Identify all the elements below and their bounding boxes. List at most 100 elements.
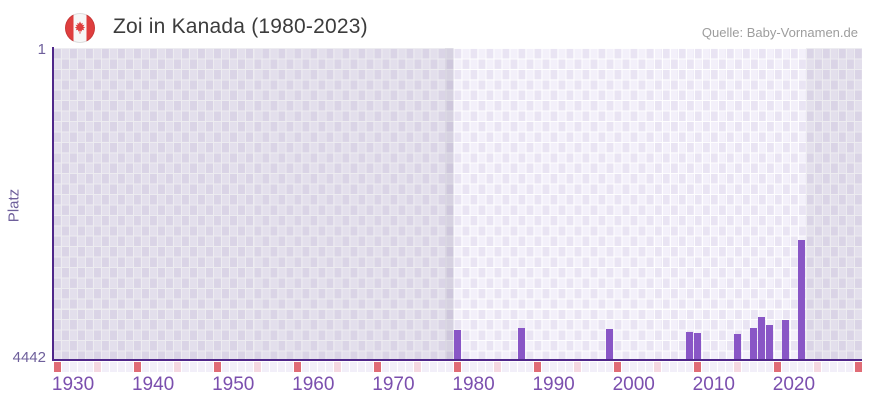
marker-cell: [85, 362, 93, 372]
marker-cell: [117, 362, 125, 372]
marker-cell: [437, 362, 445, 372]
no-rank-marker-faint-2013: [734, 362, 742, 372]
x-tick-label-1970: 1970: [372, 374, 415, 395]
no-rank-marker-faint-1943: [173, 362, 181, 372]
bar-2015[interactable]: [750, 328, 758, 361]
marker-cell: [389, 362, 397, 372]
marker-cell: [245, 362, 253, 372]
marker-cell: [325, 362, 333, 372]
marker-cell: [429, 362, 437, 372]
marker-cell: [526, 362, 534, 372]
marker-cell: [157, 362, 165, 372]
bar-1986[interactable]: [518, 328, 526, 361]
bar-2007[interactable]: [686, 331, 694, 361]
no-rank-marker-strong-2008: [694, 362, 702, 372]
marker-cell: [750, 362, 758, 372]
marker-cell: [421, 362, 429, 372]
no-rank-marker-strong-1978: [454, 362, 461, 372]
marker-cell: [237, 362, 245, 372]
marker-cell: [301, 362, 309, 372]
x-tick-label-1930: 1930: [51, 374, 95, 395]
bar-2021[interactable]: [798, 240, 806, 361]
marker-cell: [365, 362, 373, 372]
marker-cell: [341, 362, 349, 372]
marker-cell: [165, 362, 173, 372]
source-credit: Quelle: Baby-Vornamen.de: [701, 25, 858, 40]
marker-cell: [830, 362, 838, 372]
y-axis-line: [52, 47, 54, 361]
marker-cell: [838, 362, 846, 372]
marker-cell: [502, 362, 510, 372]
marker-cell: [125, 362, 133, 372]
marker-cell: [317, 362, 325, 372]
no-rank-marker-strong-1988: [534, 362, 542, 372]
marker-cell: [766, 362, 774, 372]
bar-1997[interactable]: [606, 329, 614, 361]
marker-cell: [518, 362, 526, 372]
no-rank-marker-faint-1993: [574, 362, 582, 372]
marker-cell: [205, 362, 213, 372]
dimmed-region-left: [53, 48, 454, 361]
x-tick-label-2010: 2010: [692, 374, 735, 395]
no-rank-marker-strong-1998: [614, 362, 622, 372]
bar-2016[interactable]: [758, 317, 766, 361]
marker-cell: [381, 362, 389, 372]
marker-cell: [678, 362, 686, 372]
canada-flag-icon: [65, 13, 95, 43]
marker-cell: [566, 362, 574, 372]
x-tick-label-2000: 2000: [612, 374, 655, 395]
bar-2019[interactable]: [782, 320, 790, 361]
marker-cell: [758, 362, 766, 372]
marker-cell: [638, 362, 646, 372]
marker-cell: [277, 362, 285, 372]
y-axis-tick-top: 1: [37, 41, 46, 58]
marker-cell: [101, 362, 109, 372]
y-axis-tick-bottom: 4442: [12, 349, 46, 366]
bar-2008[interactable]: [694, 332, 702, 361]
page-title: Zoi in Kanada (1980-2023): [113, 15, 368, 38]
no-rank-marker-strong-1928: [53, 362, 61, 372]
hovered-year-column: [445, 48, 454, 361]
marker-cell: [109, 362, 117, 372]
no-rank-marker-faint-1963: [333, 362, 341, 372]
marker-cell: [285, 362, 293, 372]
marker-cell: [670, 362, 678, 372]
marker-cell: [510, 362, 518, 372]
marker-cell: [181, 362, 189, 372]
marker-cell: [462, 362, 469, 372]
no-rank-marker-strong-1948: [213, 362, 221, 372]
bar-2013[interactable]: [734, 334, 742, 361]
marker-cell: [77, 362, 85, 372]
marker-cell: [782, 362, 790, 372]
bar-1978[interactable]: [454, 329, 461, 361]
x-tick-label-1990: 1990: [532, 374, 575, 395]
marker-cell: [149, 362, 157, 372]
marker-cell: [846, 362, 854, 372]
marker-cell: [357, 362, 365, 372]
marker-cell: [686, 362, 694, 372]
dimmed-region-right: [805, 48, 862, 361]
marker-cell: [622, 362, 630, 372]
marker-cell: [397, 362, 405, 372]
x-tick-label-2020: 2020: [772, 374, 816, 395]
x-axis-tick-labels: 1930 1940 1950 1960 1970 1980 1990 2000 2010 2020: [0, 374, 873, 398]
marker-cell: [486, 362, 494, 372]
marker-cell: [470, 362, 478, 372]
marker-cell: [590, 362, 598, 372]
x-tick-label-1950: 1950: [212, 374, 255, 395]
no-rank-marker-strong-1968: [373, 362, 381, 372]
y-axis-label: Platz: [5, 188, 23, 223]
marker-cell: [69, 362, 77, 372]
x-tick-label-1940: 1940: [131, 374, 175, 395]
marker-cell: [405, 362, 413, 372]
x-tick-label-1980: 1980: [452, 374, 495, 395]
x-axis-line: [52, 359, 862, 361]
x-tick-label-1960: 1960: [292, 374, 335, 395]
no-rank-marker-faint-2003: [654, 362, 662, 372]
marker-cell: [221, 362, 229, 372]
marker-cell: [582, 362, 590, 372]
no-rank-marker-row: [53, 362, 862, 372]
bar-2017[interactable]: [766, 324, 774, 361]
no-rank-marker-strong-2028: [854, 362, 862, 372]
